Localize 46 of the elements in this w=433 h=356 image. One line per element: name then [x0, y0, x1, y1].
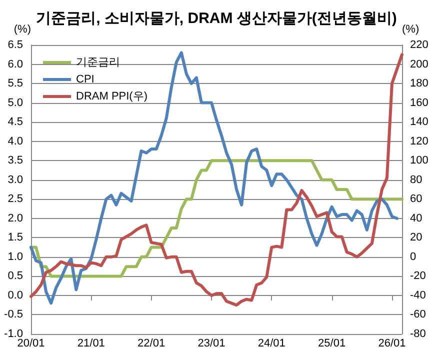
legend-label: CPI: [76, 74, 94, 86]
line-series: [30, 159, 404, 278]
y-tick-label: 0.0: [8, 289, 23, 302]
y-axis-title: (%): [14, 24, 31, 36]
x-tick-label: 20/01: [17, 338, 45, 350]
x-tick-label: 21/01: [77, 338, 105, 350]
y2-tick-label: 20: [410, 232, 422, 244]
y2-tick-label: -80: [410, 328, 426, 340]
x-tick-label: 26/01: [378, 338, 406, 350]
y2-tick-label: 80: [410, 174, 422, 186]
y2-tick-label: 60: [410, 193, 422, 206]
chart-title: 기준금리, 소비자물가, DRAM 생산자물가(전년동월비): [36, 10, 397, 27]
y-tick-label: -1.0: [4, 328, 23, 340]
x-tick-label: 25/01: [318, 338, 346, 350]
y-tick-label: 0.5: [8, 270, 23, 282]
y-tick-label: 4.5: [8, 116, 23, 128]
y2-tick-label: 180: [410, 78, 428, 90]
y2-tick-label: -40: [410, 289, 426, 302]
y-tick-label: 2.0: [8, 212, 23, 224]
y-tick-label: 1.0: [8, 250, 23, 263]
y-tick-label: 6.0: [8, 58, 23, 70]
y-tick-label: 3.5: [8, 154, 23, 167]
y2-tick-label: 40: [410, 212, 422, 224]
y2-tick-label: 0: [410, 250, 416, 263]
y-tick-label: 4.0: [8, 135, 23, 148]
y-tick-label: 5.5: [8, 78, 23, 90]
y2-tick-label: 200: [410, 58, 428, 70]
y2-tick-label: -20: [410, 270, 426, 282]
y2-tick-label: 160: [410, 96, 428, 109]
y2-tick-label: -60: [410, 308, 426, 321]
y2-tick-label: 140: [410, 116, 428, 128]
y-tick-label: 2.5: [8, 193, 23, 206]
y-tick-label: -0.5: [4, 308, 23, 321]
x-tick-label: 24/01: [258, 338, 286, 350]
legend-label: DRAM PPI(우): [76, 90, 148, 102]
y-tick-label: 6.5: [8, 39, 23, 51]
x-tick-label: 22/01: [138, 338, 166, 350]
y2-axis-title: (%): [402, 24, 420, 36]
x-tick-label: 23/01: [198, 338, 226, 350]
y-tick-label: 3.0: [8, 174, 23, 186]
y-tick-label: 5.0: [8, 96, 23, 109]
y2-tick-label: 100: [410, 154, 428, 167]
y2-tick-label: 220: [410, 39, 428, 51]
y2-tick-label: 120: [410, 135, 428, 148]
y-tick-label: 1.5: [8, 232, 23, 244]
legend-label: 기준금리: [76, 56, 120, 68]
